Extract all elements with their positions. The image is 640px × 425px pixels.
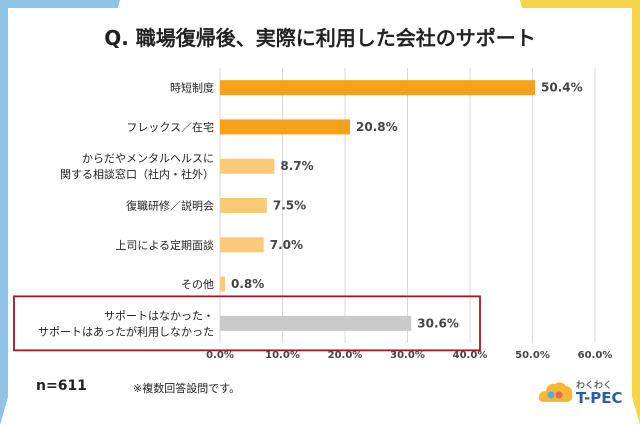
category-label: その他: [181, 278, 214, 291]
cloud-logo-icon: [538, 382, 573, 402]
bar: [220, 119, 350, 135]
value-label: 0.8%: [231, 277, 264, 291]
brand-logo: わくわく T-PEC: [538, 378, 630, 414]
value-label: 20.8%: [356, 120, 398, 134]
logo-tagline: わくわく: [576, 381, 613, 391]
footnote: ※複数回答設問です。: [133, 382, 241, 395]
value-label: 8.7%: [280, 159, 313, 173]
value-label: 50.4%: [541, 81, 583, 95]
logo-wordmark: T-PEC: [576, 389, 623, 407]
bar: [220, 315, 412, 331]
chart-card: [8, 8, 632, 417]
category-label: 関する相談窓口（社内・社外）: [60, 167, 214, 181]
bar: [220, 276, 225, 292]
chart-title: Q. 職場復帰後、実際に利用した会社のサポート: [104, 26, 536, 50]
category-label: からだやメンタルヘルスに: [82, 152, 214, 165]
category-label: サポートはあったが利用しなかった: [38, 324, 214, 338]
bar: [220, 80, 535, 96]
bar: [220, 198, 267, 213]
bar: [220, 237, 264, 253]
value-label: 30.6%: [417, 316, 459, 330]
x-tick-label: 60.0%: [578, 350, 613, 361]
x-tick-label: 20.0%: [328, 350, 363, 361]
category-label: サポートはなかった・: [104, 309, 214, 322]
value-label: 7.0%: [270, 238, 303, 252]
x-tick-label: 40.0%: [453, 350, 488, 361]
sample-size: n=611: [36, 378, 87, 394]
category-label: 上司による定期面談: [115, 238, 214, 252]
bar: [220, 158, 275, 174]
category-label: 復職研修／説明会: [126, 199, 214, 213]
x-tick-label: 50.0%: [515, 350, 550, 361]
x-tick-label: 30.0%: [390, 350, 425, 361]
x-tick-label: 10.0%: [265, 350, 300, 361]
x-tick-label: 0.0%: [206, 350, 234, 361]
value-label: 7.5%: [273, 199, 306, 213]
category-label: フレックス／在宅: [126, 120, 214, 134]
highlight-box: [13, 295, 481, 352]
category-label: 時短制度: [170, 81, 214, 95]
